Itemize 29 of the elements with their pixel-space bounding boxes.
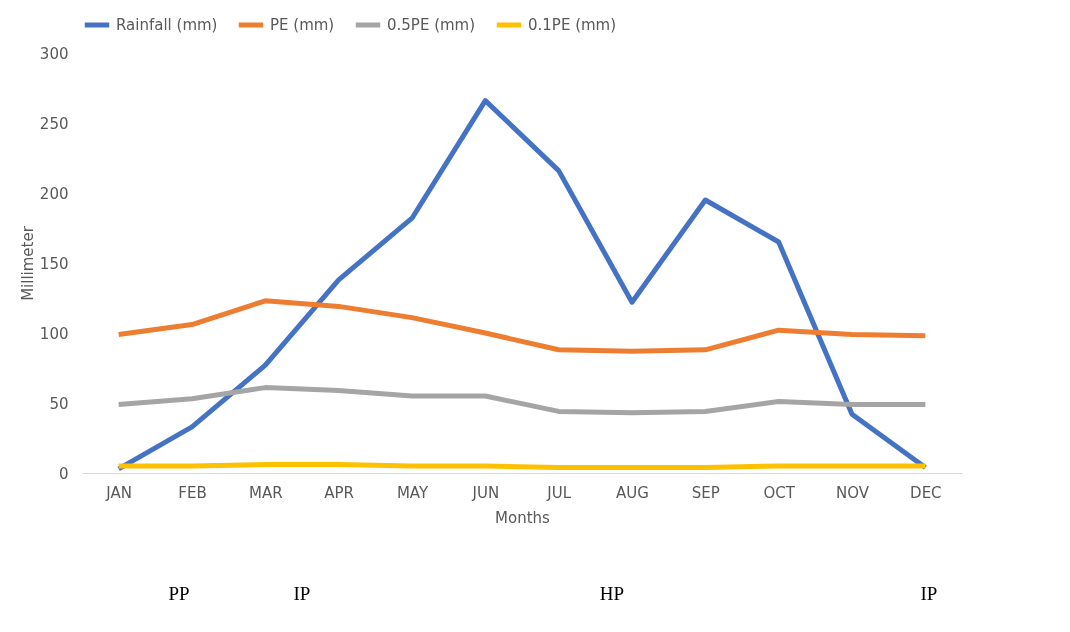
- x-tick-label: AUG: [616, 483, 649, 502]
- x-tick-label: JUL: [546, 483, 572, 502]
- text: IP: [293, 583, 311, 604]
- y-axis-title: Millimeter: [18, 225, 37, 301]
- y-tick-label: 300: [39, 44, 69, 63]
- y-tick-label: 50: [49, 394, 69, 413]
- x-tick-label: JUN: [471, 483, 500, 502]
- y-tick-label: 250: [39, 114, 69, 133]
- x-tick-label: NOV: [835, 483, 870, 502]
- text: IP: [920, 583, 938, 604]
- text: PP: [168, 583, 190, 604]
- y-tick-label: 200: [39, 184, 69, 203]
- x-tick-label: OCT: [763, 483, 796, 502]
- text: HP: [599, 583, 625, 604]
- legend-label: 0.1PE (mm): [528, 16, 617, 34]
- x-axis-title: Months: [495, 508, 551, 527]
- legend-label: PE (mm): [270, 16, 335, 34]
- x-tick-label: MAY: [396, 483, 429, 502]
- x-tick-label: MAR: [249, 483, 283, 502]
- x-tick-label: SEP: [691, 483, 720, 502]
- x-tick-label: APR: [324, 483, 355, 502]
- legend-label: Rainfall (mm): [116, 16, 218, 34]
- x-tick-label: FEB: [178, 483, 207, 502]
- x-tick-label: JAN: [105, 483, 132, 502]
- y-tick-label: 150: [39, 254, 69, 273]
- legend-label: 0.5PE (mm): [387, 16, 476, 34]
- y-tick-label: 100: [39, 324, 69, 343]
- y-tick-label: 0: [58, 464, 69, 483]
- x-tick-label: DEC: [910, 483, 942, 502]
